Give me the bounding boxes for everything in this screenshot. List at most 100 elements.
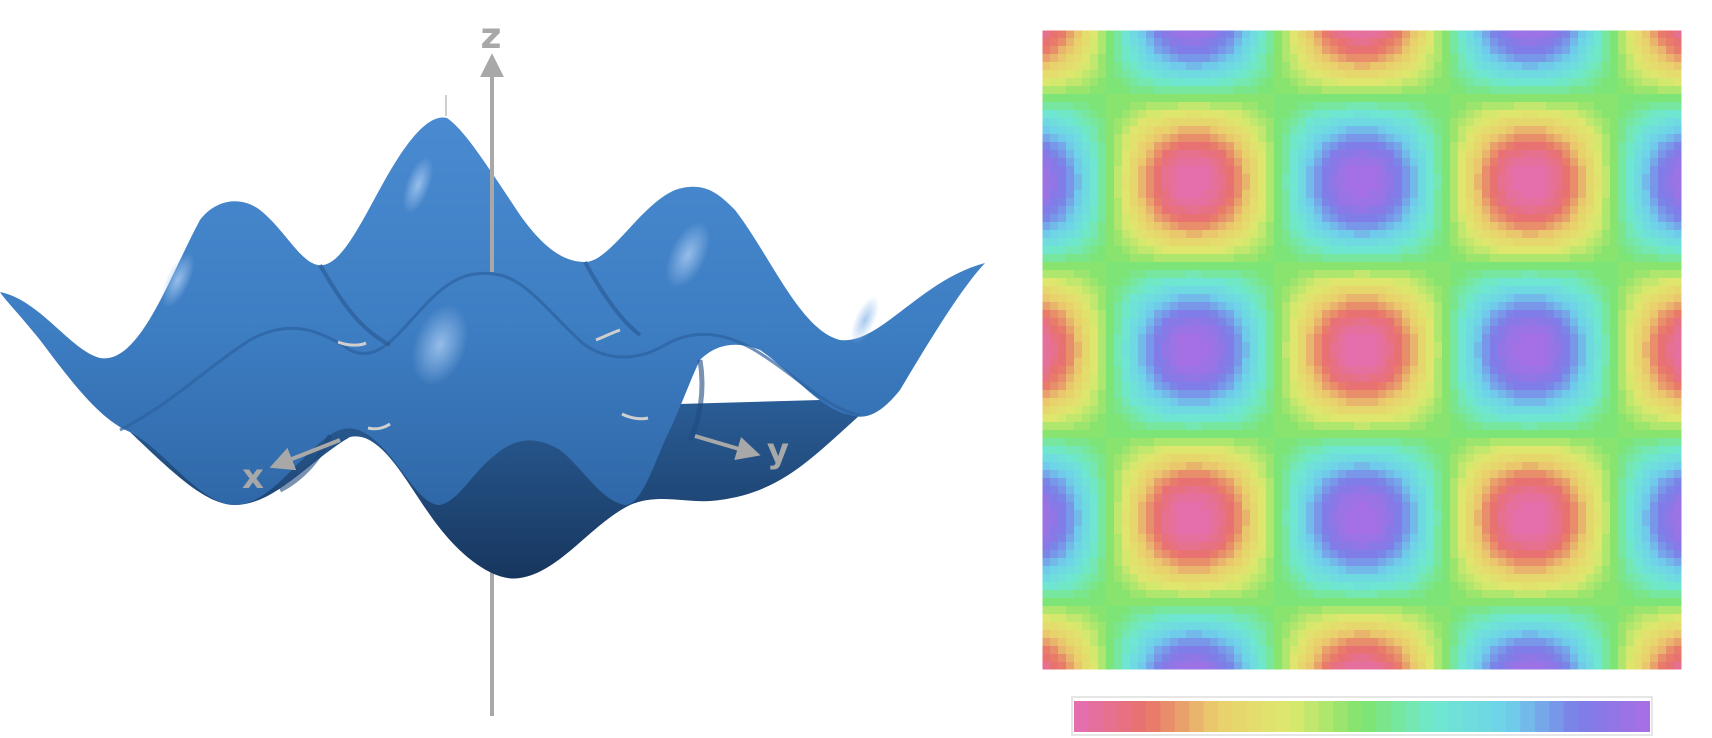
contour-cell [1634,366,1643,375]
contour-cell [1242,62,1251,71]
contour-cell [1250,478,1259,487]
contour-cell [1362,502,1371,511]
contour-cell [1354,46,1363,55]
contour-cell [1522,454,1531,463]
contour-cell [1098,334,1107,343]
contour-cell [1626,366,1635,375]
contour-cell [1450,30,1459,39]
contour-cell [1370,158,1379,167]
contour-cell [1050,302,1059,311]
contour-cell [1410,214,1419,223]
contour-cell [1482,198,1491,207]
contour-cell [1426,278,1435,287]
contour-cell [1090,102,1099,111]
contour-cell [1266,302,1275,311]
contour-cell [1322,214,1331,223]
contour-cell [1378,30,1387,39]
contour-cell [1442,294,1451,303]
contour-cell [1322,118,1331,127]
contour-cell [1666,350,1675,359]
contour-cell [1410,126,1419,135]
contour-cell [1506,374,1515,383]
contour-cell [1146,270,1155,279]
contour-cell [1178,54,1187,63]
contour-cell [1434,430,1443,439]
contour-cell [1082,374,1091,383]
contour-cell [1354,246,1363,255]
contour-cell [1234,254,1243,263]
contour-cell [1370,438,1379,447]
contour-cell [1482,206,1491,215]
contour-cell [1650,366,1659,375]
contour-cell [1186,206,1195,215]
contour-cell [1274,358,1283,367]
contour-cell [1250,142,1259,151]
contour-cell [1266,478,1275,487]
contour-cell [1618,270,1627,279]
contour-cell [1250,270,1259,279]
contour-cell [1642,430,1651,439]
contour-cell [1290,286,1299,295]
contour-cell [1506,358,1515,367]
contour-cell [1330,454,1339,463]
contour-cell [1530,182,1539,191]
contour-cell [1314,478,1323,487]
contour-cell [1146,206,1155,215]
contour-cell [1330,398,1339,407]
contour-cell [1666,318,1675,327]
contour-cell [1394,358,1403,367]
contour-cell [1666,438,1675,447]
contour-cell [1554,358,1563,367]
contour-cell [1082,238,1091,247]
contour-cell [1586,62,1595,71]
contour-cell [1522,518,1531,527]
contour-cell [1658,294,1667,303]
contour-cell [1274,406,1283,415]
contour-cell [1402,62,1411,71]
contour-cell [1378,182,1387,191]
contour-cell [1362,318,1371,327]
contour-cell [1146,166,1155,175]
contour-cell [1234,502,1243,511]
contour-cell [1066,198,1075,207]
contour-cell [1178,334,1187,343]
contour-cell [1082,414,1091,423]
contour-cell [1506,198,1515,207]
contour-cell [1362,118,1371,127]
contour-cell [1610,438,1619,447]
contour-cell [1234,326,1243,335]
contour-cell [1522,46,1531,55]
contour-cell [1394,310,1403,319]
contour-cell [1250,118,1259,127]
contour-cell [1442,78,1451,87]
contour-cell [1498,326,1507,335]
contour-cell [1570,190,1579,199]
contour-cell [1546,78,1555,87]
contour-cell [1122,214,1131,223]
contour-cell [1306,446,1315,455]
contour-cell [1482,310,1491,319]
contour-cell [1378,262,1387,271]
contour-cell [1514,150,1523,159]
contour-cell [1570,206,1579,215]
contour-cell [1658,110,1667,119]
contour-cell [1450,78,1459,87]
contour-cell [1154,62,1163,71]
contour-cell [1618,470,1627,479]
contour-cell [1394,270,1403,279]
contour-cell [1410,382,1419,391]
contour-cell [1186,486,1195,495]
contour-cell [1514,342,1523,351]
contour-cell [1538,502,1547,511]
contour-cell [1090,342,1099,351]
contour-cell [1554,70,1563,79]
contour-cell [1386,502,1395,511]
contour-cell [1506,38,1515,47]
contour-cell [1202,86,1211,95]
contour-cell [1442,142,1451,151]
contour-cell [1154,414,1163,423]
contour-cell [1418,254,1427,263]
contour-cell [1146,254,1155,263]
contour-cell [1314,446,1323,455]
contour-cell [1170,270,1179,279]
